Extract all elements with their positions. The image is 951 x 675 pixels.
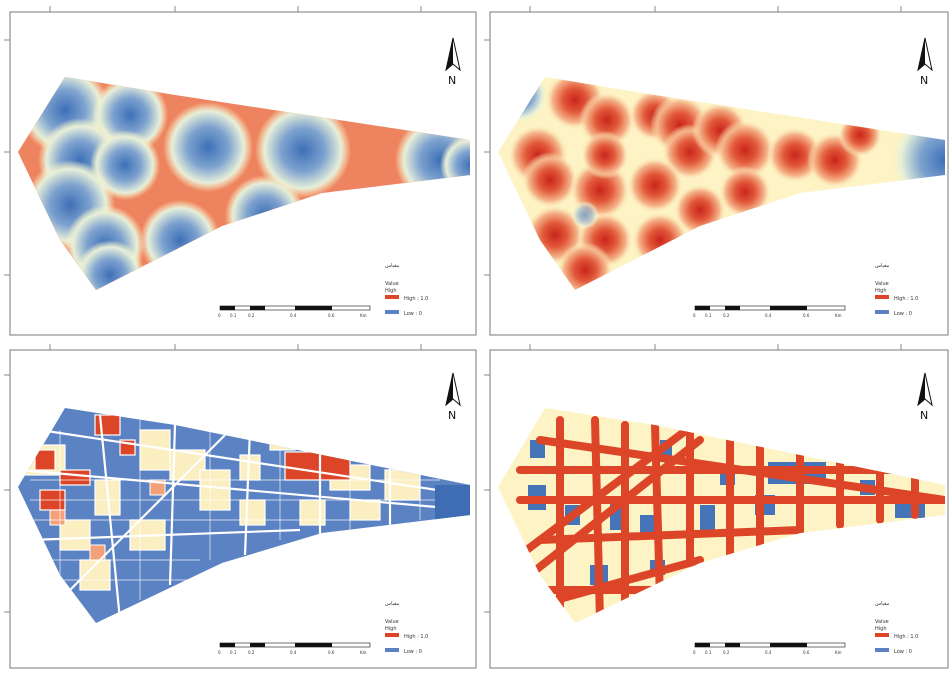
- scale-label-1: 0.1: [230, 313, 237, 318]
- legend-title: مقیاس: [875, 263, 890, 269]
- panel-top-left-map: [18, 77, 470, 290]
- scale-label-4: 0.6: [803, 650, 810, 655]
- scale-label-5: Km: [360, 650, 367, 655]
- scale-label-3: 0.4: [765, 313, 772, 318]
- north-label: N: [448, 74, 456, 87]
- legend-low-label: Low : 0: [894, 311, 912, 317]
- legend-layer: Value: [875, 281, 889, 287]
- legend-high-swatch: [385, 295, 399, 299]
- legend-low-swatch: [875, 310, 889, 314]
- scale-label-1: 0.1: [705, 313, 712, 318]
- scale-label-3: 0.4: [765, 650, 772, 655]
- scale-label-0: 0: [693, 313, 696, 318]
- legend-top-left: مقیاس Value High High : 1.0 Low : 0: [385, 263, 428, 317]
- scale-label-4: 0.6: [328, 650, 335, 655]
- legend-sublabel: High: [875, 288, 887, 294]
- legend-sublabel: High: [385, 626, 397, 632]
- panel-frames: [9, 11, 949, 669]
- legend-high-label: High : 1.0: [404, 634, 428, 640]
- scale-label-5: Km: [835, 313, 842, 318]
- legend-low-label: Low : 0: [404, 649, 422, 655]
- north-label: N: [920, 409, 928, 422]
- scale-label-2: 0.2: [723, 313, 730, 318]
- scale-bar-top-right: 0 0.1 0.2 0.4 0.6 Km: [693, 305, 846, 318]
- legend-sublabel: High: [385, 288, 397, 294]
- legend-bottom-right: مقیاس Value High High : 1.0 Low : 0: [875, 601, 918, 655]
- legend-low-label: Low : 0: [894, 649, 912, 655]
- legend-low-swatch: [385, 648, 399, 652]
- legend-title: مقیاس: [385, 263, 400, 269]
- legend-bottom-left: مقیاس Value High High : 1.0 Low : 0: [385, 601, 428, 655]
- scale-label-0: 0: [218, 313, 221, 318]
- scale-label-2: 0.2: [723, 650, 730, 655]
- legend-layer: Value: [875, 619, 889, 625]
- legend-layer: Value: [385, 281, 399, 287]
- scale-label-4: 0.6: [328, 313, 335, 318]
- north-label: N: [448, 409, 456, 422]
- legend-high-swatch: [385, 633, 399, 637]
- legend-sublabel: High: [875, 626, 887, 632]
- panel-bottom-left-map: [18, 408, 470, 623]
- scale-label-2: 0.2: [248, 650, 255, 655]
- grid-ticks: [4, 6, 902, 613]
- legend-low-swatch: [385, 310, 399, 314]
- north-arrow-bottom-left: N: [445, 372, 461, 422]
- legend-high-swatch: [875, 295, 889, 299]
- scale-bar-top-left: 0 0.1 0.2 0.4 0.6 Km: [218, 305, 371, 318]
- legend-low-label: Low : 0: [404, 311, 422, 317]
- legend-low-swatch: [875, 648, 889, 652]
- legend-title: مقیاس: [385, 601, 400, 607]
- scale-label-1: 0.1: [230, 650, 237, 655]
- scale-label-5: Km: [360, 313, 367, 318]
- north-arrow-top-right: N: [917, 37, 933, 87]
- panel-bottom-right-map: [498, 408, 945, 623]
- scale-label-3: 0.4: [290, 313, 297, 318]
- legend-top-right: مقیاس Value High High : 1.0 Low : 0: [875, 263, 918, 317]
- legend-high-label: High : 1.0: [894, 634, 918, 640]
- scale-label-3: 0.4: [290, 650, 297, 655]
- scale-label-5: Km: [835, 650, 842, 655]
- scale-label-2: 0.2: [248, 313, 255, 318]
- scale-bar-bottom-right: 0 0.1 0.2 0.4 0.6 Km: [693, 642, 846, 655]
- scale-bar-bottom-left: 0 0.1 0.2 0.4 0.6 Km: [218, 642, 371, 655]
- legend-high-label: High : 1.0: [894, 296, 918, 302]
- north-arrow-bottom-right: N: [917, 372, 933, 422]
- scale-label-1: 0.1: [705, 650, 712, 655]
- north-arrow-top-left: N: [445, 37, 461, 87]
- legend-high-label: High : 1.0: [404, 296, 428, 302]
- legend-title: مقیاس: [875, 601, 890, 607]
- scale-label-0: 0: [693, 650, 696, 655]
- scale-label-4: 0.6: [803, 313, 810, 318]
- north-label: N: [920, 74, 928, 87]
- legend-high-swatch: [875, 633, 889, 637]
- legend-layer: Value: [385, 619, 399, 625]
- scale-label-0: 0: [218, 650, 221, 655]
